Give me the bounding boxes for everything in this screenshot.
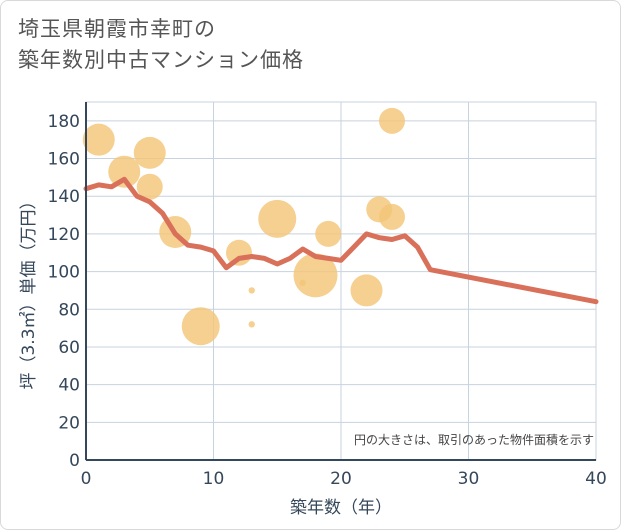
size-note: 円の大きさは、取引のあった物件面積を示す [354, 432, 594, 447]
y-tick-label: 80 [58, 300, 80, 320]
bubble-point [350, 274, 383, 307]
axes [85, 102, 596, 461]
bubble-point [248, 321, 255, 328]
x-tick-label: 0 [81, 469, 92, 489]
bubble-point [133, 136, 166, 169]
bubble-point [108, 155, 141, 188]
bubble-point [293, 253, 338, 298]
x-tick-label: 30 [458, 469, 480, 489]
bubble-point [248, 287, 255, 294]
bubble-point [181, 307, 220, 346]
y-tick-label: 20 [58, 413, 80, 433]
y-tick-label: 160 [48, 150, 80, 170]
y-tick-label: 0 [69, 451, 80, 471]
chart-title: 埼玉県朝霞市幸町の 築年数別中古マンション価格 [18, 14, 304, 76]
bubble-point [226, 239, 252, 266]
x-tick-label: 10 [203, 469, 225, 489]
bubble-point [136, 173, 163, 200]
y-axis-label: 坪（3.3㎡）単価（万円） [19, 192, 39, 389]
chart-title-line2: 築年数別中古マンション価格 [18, 48, 304, 72]
y-tick-label: 140 [48, 187, 80, 207]
y-tick-label: 120 [48, 225, 80, 245]
tick-labels: 0 20 40 60 80 100 120 140 160 180 0 10 20 30 40 [48, 112, 607, 489]
x-axis-label: 築年数（年） [290, 498, 392, 518]
y-tick-label: 40 [58, 376, 80, 396]
y-tick-label: 60 [58, 338, 80, 358]
chart-title-line1: 埼玉県朝霞市幸町の [18, 17, 216, 41]
x-tick-label: 40 [585, 469, 607, 489]
line-series [83, 176, 599, 305]
trend-line [83, 176, 599, 305]
bubble-point [379, 203, 405, 230]
bubble-point [379, 107, 405, 134]
y-tick-label: 100 [48, 263, 80, 283]
bubble-point [258, 199, 297, 238]
x-tick-label: 20 [330, 469, 352, 489]
bubble-point [82, 123, 115, 156]
y-tick-label: 180 [48, 112, 80, 132]
bubble-point [315, 220, 342, 247]
